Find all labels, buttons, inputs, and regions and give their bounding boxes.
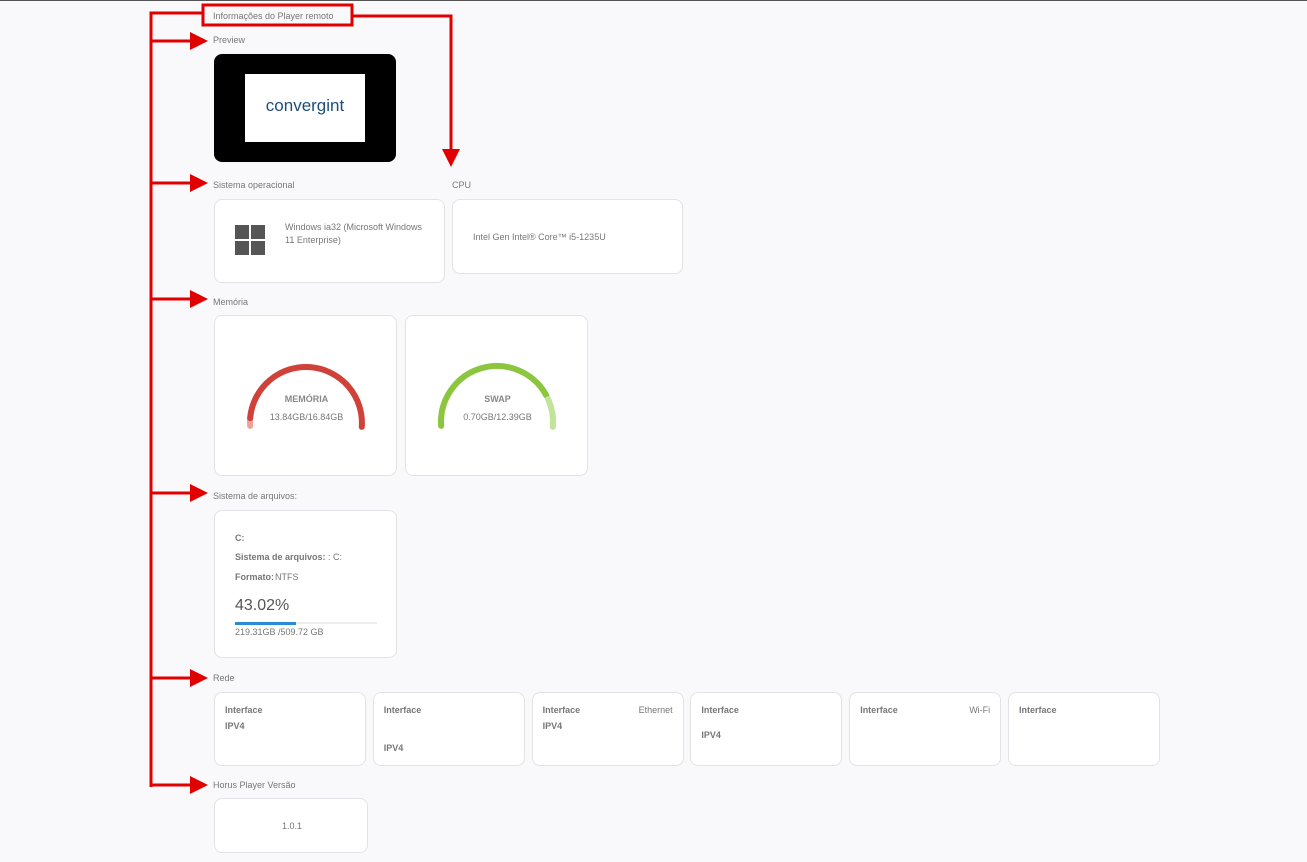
drive: C: [235, 533, 245, 543]
interface-card: Interface IPV4 [373, 692, 525, 766]
section-label: Horus Player Versão [213, 780, 296, 790]
format-label: Formato: [235, 572, 274, 582]
ipv4: IPV4 [701, 730, 721, 740]
interface-type: Ethernet [639, 705, 673, 715]
size: 219.31GB /509.72 GB [235, 627, 324, 637]
logo: convergint [245, 96, 365, 116]
fs-label: Sistema de arquivos: [235, 552, 326, 562]
gauge-value: 13.84GB/16.84GB [215, 412, 398, 422]
ipv4: IPV4 [384, 743, 404, 753]
gauge-card: MEMÓRIA 13.84GB/16.84GB [214, 315, 397, 476]
section-label: CPU [452, 180, 471, 190]
section-label: Memória [213, 297, 248, 307]
preview-image: convergint [245, 74, 365, 142]
cpu-value: Intel Gen Intel® Core™ i5-1235U [473, 232, 606, 242]
interface-card: Interface IPV4 [690, 692, 842, 766]
interface-card: Interface Ethernet IPV4 [532, 692, 684, 766]
icon-pane [251, 225, 265, 239]
interface-card: Interface IPV4 [214, 692, 366, 766]
section-label: Rede [213, 673, 235, 683]
interface-card: Interface [1008, 692, 1160, 766]
gauge-name: MEMÓRIA [215, 394, 398, 404]
os-card: Windows ia32 (Microsoft Windows 11 Enter… [214, 199, 445, 283]
annotation-line [151, 13, 202, 787]
usage-percent: 43.02% [235, 597, 289, 615]
interface-title: Interface [384, 705, 422, 715]
section-label: Sistema de arquivos: [213, 491, 297, 501]
gauge-card: SWAP 0.70GB/12.39GB [405, 315, 588, 476]
interface-card: Interface Wi-Fi [849, 692, 1001, 766]
interface-title: Interface [225, 705, 263, 715]
section-label: Preview [213, 35, 245, 45]
interface-title: Interface [860, 705, 898, 715]
section-label: Sistema operacional [213, 180, 295, 190]
icon-pane [235, 241, 249, 255]
ipv4: IPV4 [543, 721, 563, 731]
windows-icon [235, 225, 266, 256]
interface-title: Interface [701, 705, 739, 715]
interface-title: Interface [543, 705, 581, 715]
fs-value: : C: [328, 552, 342, 562]
gauge-value: 0.70GB/12.39GB [406, 412, 589, 422]
section-label: Informações do Player remoto [213, 11, 334, 21]
gauge-name: SWAP [406, 394, 589, 404]
os-value: Windows ia32 (Microsoft Windows 11 Enter… [285, 221, 430, 247]
interface-title: Interface [1019, 705, 1057, 715]
icon-pane [235, 225, 249, 239]
icon-pane [251, 241, 265, 255]
cpu-card: Intel Gen Intel® Core™ i5-1235U [452, 199, 683, 274]
usage-bar [235, 622, 296, 625]
preview-screen: convergint [214, 54, 396, 162]
version-card: 1.0.1 [214, 798, 368, 853]
version-value: 1.0.1 [215, 821, 369, 831]
ipv4: IPV4 [225, 721, 245, 731]
format-value: NTFS [275, 572, 299, 582]
interface-type: Wi-Fi [969, 705, 990, 715]
